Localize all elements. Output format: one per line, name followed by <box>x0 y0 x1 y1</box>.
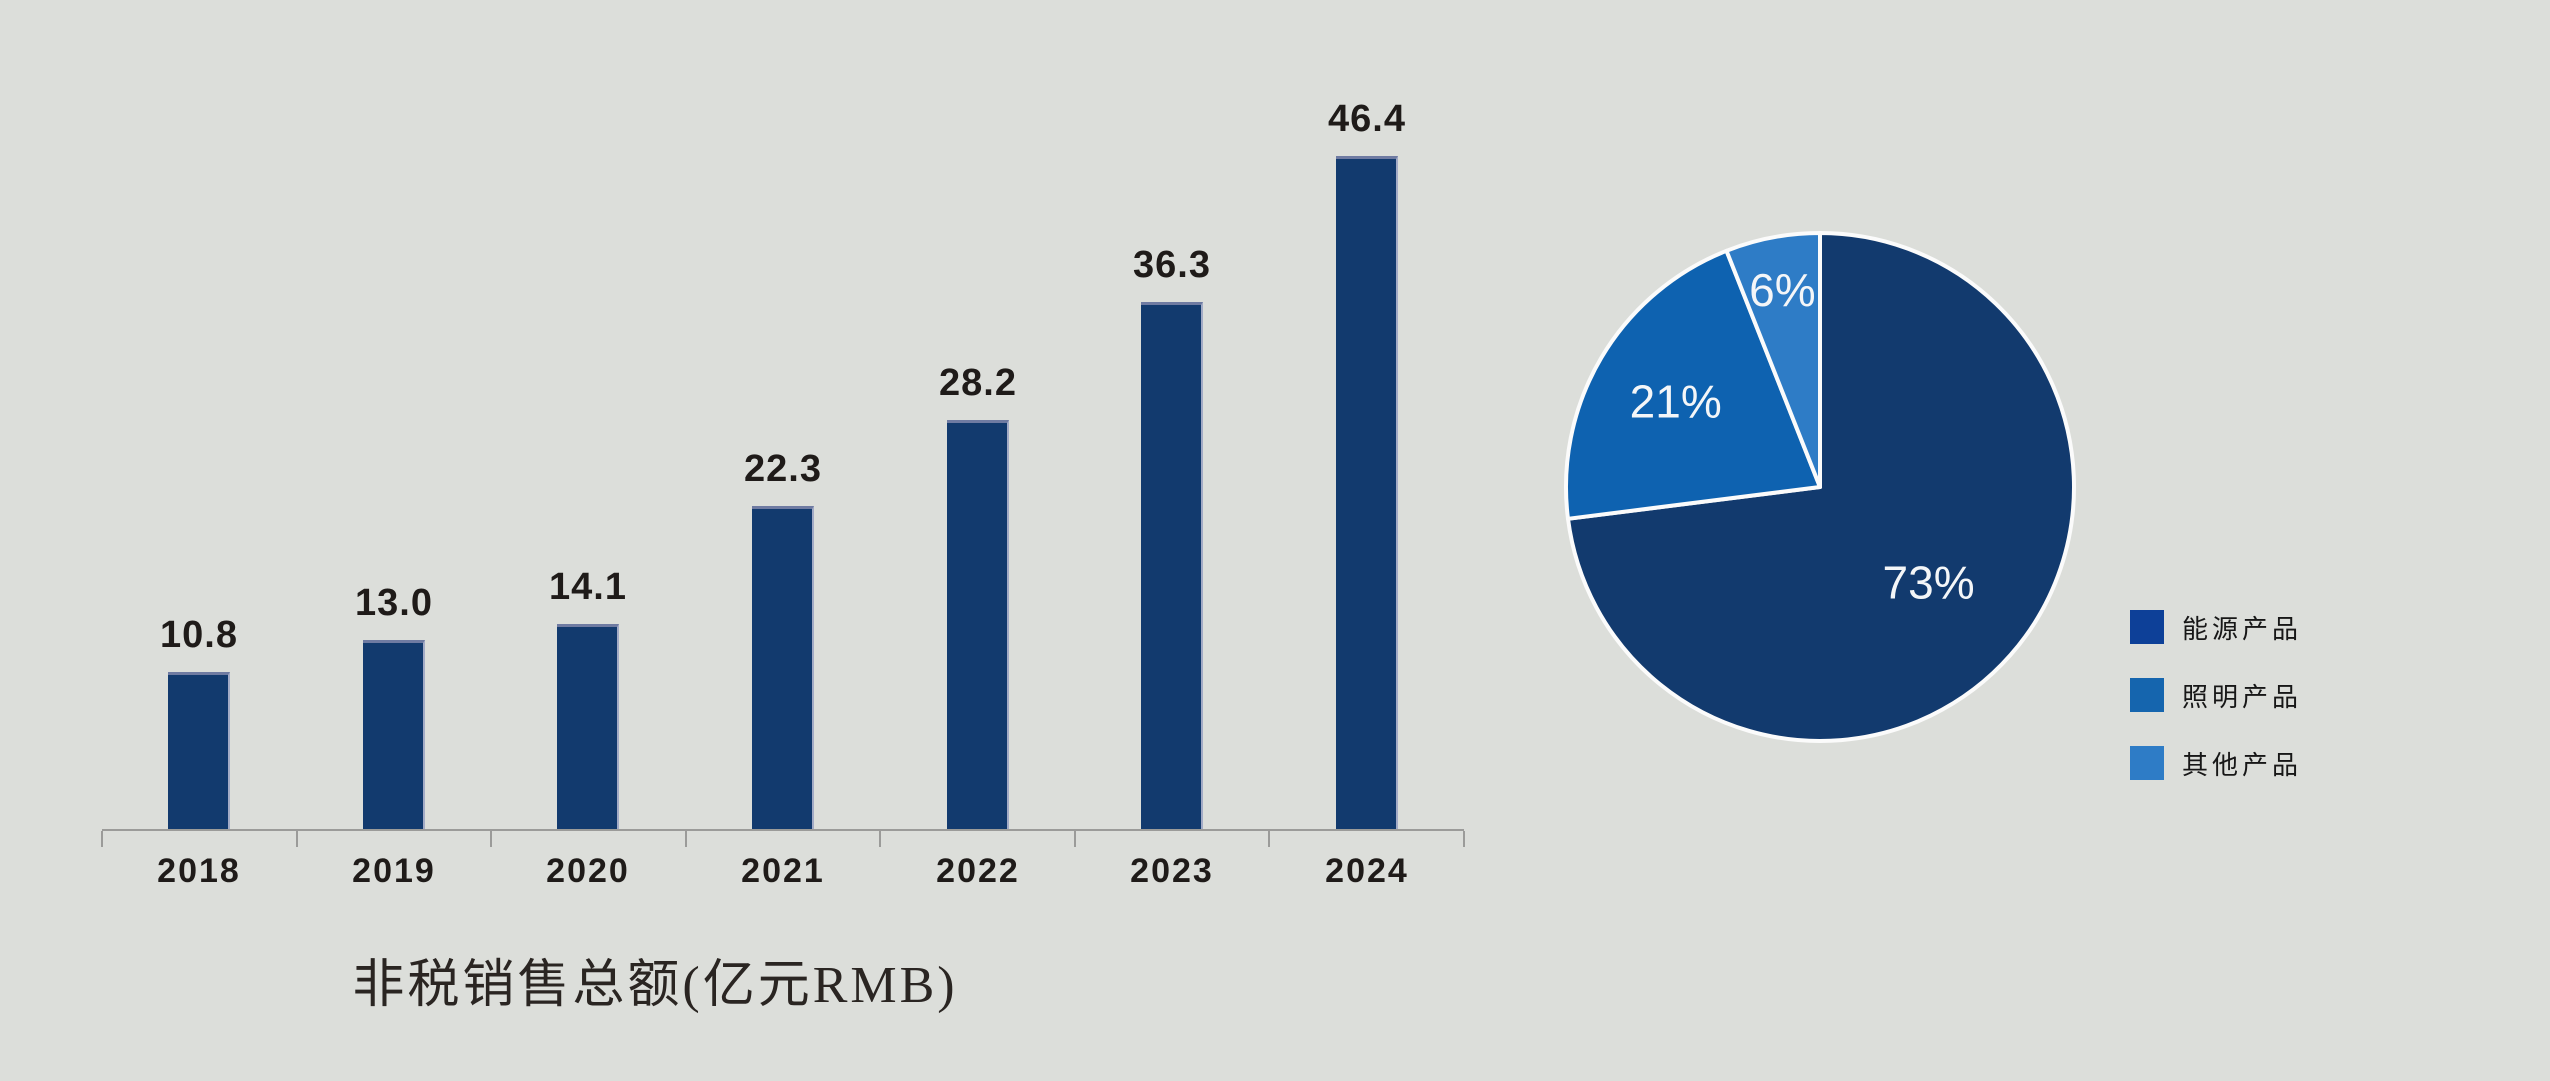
x-tick-label: 2023 <box>1130 852 1214 890</box>
bar-value-label: 14.1 <box>549 566 627 608</box>
bar-value-label: 22.3 <box>744 448 822 490</box>
pie-slice <box>1724 230 1822 489</box>
axis-tick <box>685 831 687 847</box>
legend-item: 照明产品 <box>2130 678 2302 712</box>
bar <box>557 624 619 829</box>
legend-item: 其他产品 <box>2130 746 2302 780</box>
legend-label: 其他产品 <box>2182 749 2303 780</box>
x-tick-label: 2022 <box>936 852 1020 890</box>
bar-value-label: 36.3 <box>1133 244 1211 286</box>
pie-slice <box>1564 248 1822 521</box>
axis-tick <box>1074 831 1076 847</box>
axis-tick <box>101 831 103 847</box>
legend-label: 能源产品 <box>2182 613 2303 644</box>
bar-chart-title: 非税销售总额(亿元RMB) <box>352 957 958 1014</box>
axis-tick <box>296 831 298 847</box>
bar <box>947 420 1009 829</box>
legend-swatch <box>2130 678 2164 712</box>
bar-value-label: 46.4 <box>1328 98 1406 140</box>
axis-tick <box>879 831 881 847</box>
bar <box>752 506 814 829</box>
axis-tick <box>490 831 492 847</box>
bar-value-label: 13.0 <box>355 582 433 624</box>
legend-label: 照明产品 <box>2182 681 2303 712</box>
bar-value-label: 10.8 <box>160 614 238 656</box>
bar <box>168 672 230 829</box>
x-tick-label: 2020 <box>546 852 630 890</box>
bar <box>1336 156 1398 829</box>
x-tick-label: 2024 <box>1325 852 1409 890</box>
legend-swatch <box>2130 746 2164 780</box>
axis-tick <box>1268 831 1270 847</box>
bar <box>363 640 425 829</box>
legend-item: 能源产品 <box>2130 610 2302 644</box>
pie-slice-label: 73% <box>1883 557 1975 609</box>
x-axis <box>102 829 1464 831</box>
bar <box>1141 302 1203 829</box>
legend-swatch <box>2130 610 2164 644</box>
pie-slice-label: 6% <box>1749 264 1815 316</box>
x-tick-label: 2021 <box>741 852 825 890</box>
pie-legend: 能源产品照明产品其他产品 <box>2130 610 2302 814</box>
x-tick-label: 2019 <box>352 852 436 890</box>
pie-slice-label: 21% <box>1630 376 1722 428</box>
x-tick-label: 2018 <box>157 852 241 890</box>
bar-value-label: 28.2 <box>939 362 1017 404</box>
axis-tick <box>1463 831 1465 847</box>
